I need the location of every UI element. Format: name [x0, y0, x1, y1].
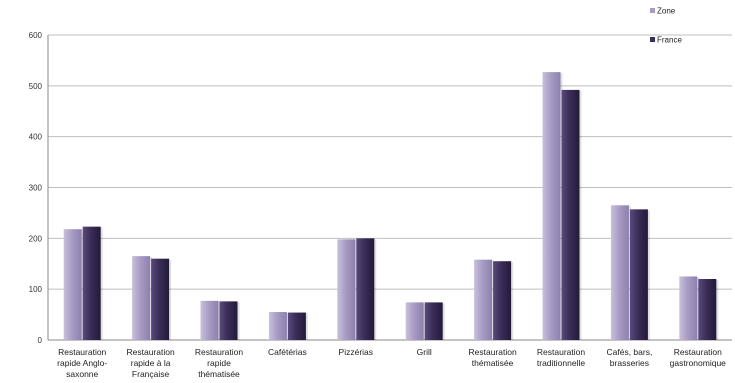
- y-tick-label: 100: [29, 285, 43, 294]
- bar-zone-1: [132, 256, 151, 340]
- y-tick-label: 0: [38, 336, 43, 345]
- bar-france-8: [629, 209, 648, 340]
- x-tick-label: Pizzérias: [339, 347, 373, 357]
- x-tick-label-line: Grill: [417, 347, 432, 357]
- x-tick-label-line: Restauration: [674, 347, 722, 357]
- x-tick-label-line: saxonne: [66, 369, 98, 379]
- x-tick-label-line: rapide à la: [131, 358, 171, 368]
- x-tick-label: Cafés, bars, brasseries: [606, 347, 652, 368]
- legend-swatch-france: [650, 37, 655, 42]
- y-tick-label: 200: [29, 234, 43, 243]
- x-tick-label-line: thématisée: [198, 369, 240, 379]
- legend-label-france: France: [657, 36, 682, 45]
- y-axis: 0 100 200 300 400 500 600: [29, 31, 49, 345]
- x-tick-label-line: rapide: [207, 358, 231, 368]
- bar-zone-8: [610, 205, 629, 340]
- bar-france-4: [356, 238, 375, 340]
- x-tick-label-line: Cafétérias: [268, 347, 307, 357]
- bar-zone-0: [63, 229, 82, 340]
- legend-swatch-zone: [650, 8, 655, 13]
- bar-zone-2: [200, 300, 219, 340]
- bar-zone-4: [337, 239, 356, 340]
- bar-zone-5: [405, 302, 424, 340]
- legend-label-zone: Zone: [657, 7, 676, 16]
- y-tick-label: 600: [29, 31, 43, 40]
- x-tick-label-line: Française: [132, 369, 170, 379]
- x-tick-label-line: traditionnelle: [537, 358, 585, 368]
- x-tick-label: Restauration rapide thématisée: [195, 347, 243, 379]
- x-tick-label-line: Cafés, bars,: [606, 347, 652, 357]
- bar-france-1: [151, 258, 170, 340]
- x-tick-label-line: gastronomique: [670, 358, 727, 368]
- y-tick-label: 300: [29, 184, 43, 193]
- bars: [63, 72, 719, 341]
- bar-zone-6: [474, 259, 493, 340]
- y-tick-label: 400: [29, 133, 43, 142]
- x-tick-label-line: Restauration: [58, 347, 106, 357]
- x-tick-label-line: thématisée: [472, 358, 514, 368]
- y-tick-label: 500: [29, 82, 43, 91]
- legend: Zone France: [650, 7, 682, 45]
- x-axis: Restauration rapide Anglo-saxonneRestaura…: [57, 347, 726, 379]
- x-tick-label-line: Restauration: [195, 347, 243, 357]
- x-tick-label-line: Restauration: [537, 347, 585, 357]
- bar-france-2: [219, 301, 238, 340]
- x-tick-label: Grill: [417, 347, 432, 357]
- x-tick-label-line: rapide Anglo-: [57, 358, 107, 368]
- bar-france-5: [424, 302, 443, 340]
- bar-france-9: [698, 279, 717, 340]
- x-tick-label-line: brasseries: [610, 358, 649, 368]
- x-tick-label: Restauration rapide à la Française: [126, 347, 174, 379]
- bar-zone-7: [542, 72, 561, 340]
- x-tick-label: Restauration thématisée: [468, 347, 516, 368]
- x-tick-label-line: Restauration: [468, 347, 516, 357]
- x-tick-label-line: Restauration: [126, 347, 174, 357]
- bar-france-6: [493, 261, 512, 340]
- bar-zone-3: [268, 312, 287, 340]
- x-tick-label: Restauration rapide Anglo-saxonne: [57, 347, 107, 379]
- x-tick-label: Restauration traditionnelle: [537, 347, 585, 368]
- x-tick-label-line: Pizzérias: [339, 347, 373, 357]
- bar-france-7: [561, 89, 580, 341]
- bar-france-0: [82, 226, 101, 340]
- bar-france-3: [287, 312, 306, 340]
- bar-zone-9: [679, 276, 698, 340]
- x-tick-label: Cafétérias: [268, 347, 307, 357]
- x-tick-label: Restauration gastronomique: [670, 347, 727, 368]
